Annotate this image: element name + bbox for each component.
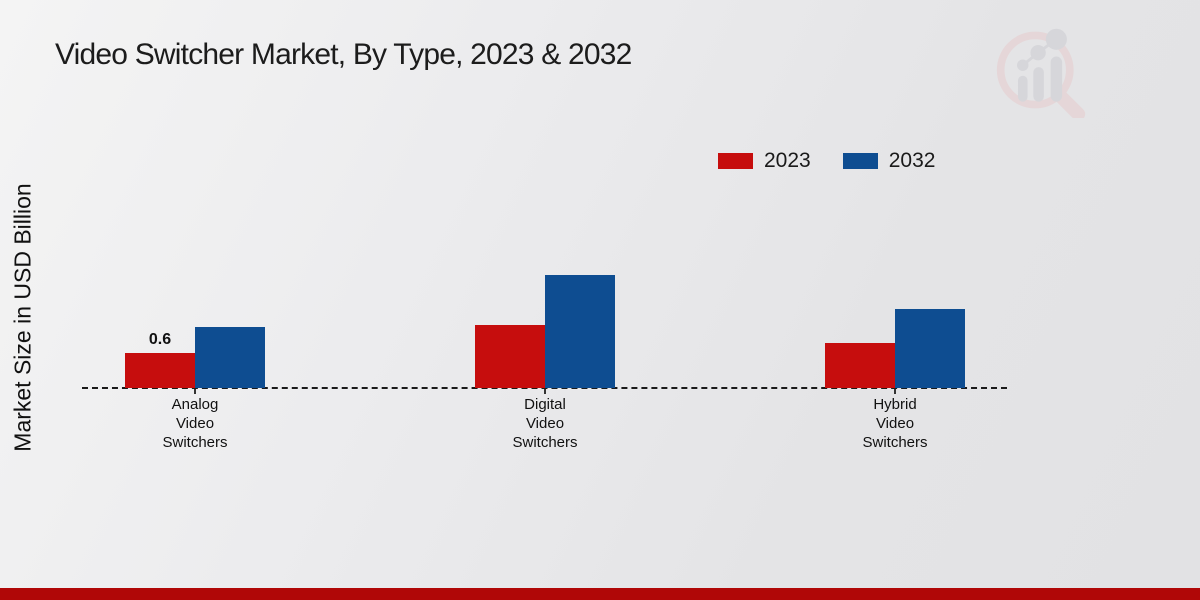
bar-2023-analog-video-switchers	[125, 353, 195, 388]
bar-value-label: 0.6	[148, 331, 172, 348]
category-label: Hybrid Video Switchers	[862, 396, 928, 451]
legend-swatch-2023	[718, 153, 753, 169]
category-label: Analog Video Switchers	[162, 396, 228, 451]
legend: 2023 2032	[718, 149, 935, 173]
category-tick	[894, 389, 896, 394]
bar-2032-hybrid-video-switchers	[895, 309, 965, 388]
x-axis-baseline	[82, 387, 1007, 389]
category-label: Digital Video Switchers	[512, 396, 578, 451]
bar-2023-digital-video-switchers	[475, 325, 545, 388]
legend-swatch-2032	[842, 153, 878, 169]
legend-label-2032: 2032	[888, 149, 936, 172]
legend-item-2023: 2023	[718, 149, 811, 173]
legend-item-2032: 2032	[842, 149, 936, 173]
legend-label-2023: 2023	[764, 149, 811, 172]
category-tick	[544, 389, 546, 394]
bar-2032-analog-video-switchers	[195, 327, 265, 388]
magnifier-bar-chart-watermark-icon	[993, 22, 1089, 121]
chart-title: Video Switcher Market, By Type, 2023 & 2…	[55, 38, 632, 71]
bar-2023-hybrid-video-switchers	[825, 343, 895, 388]
category-tick	[194, 389, 196, 394]
bar-2032-digital-video-switchers	[545, 275, 615, 388]
footer-accent-bar	[0, 588, 1200, 600]
